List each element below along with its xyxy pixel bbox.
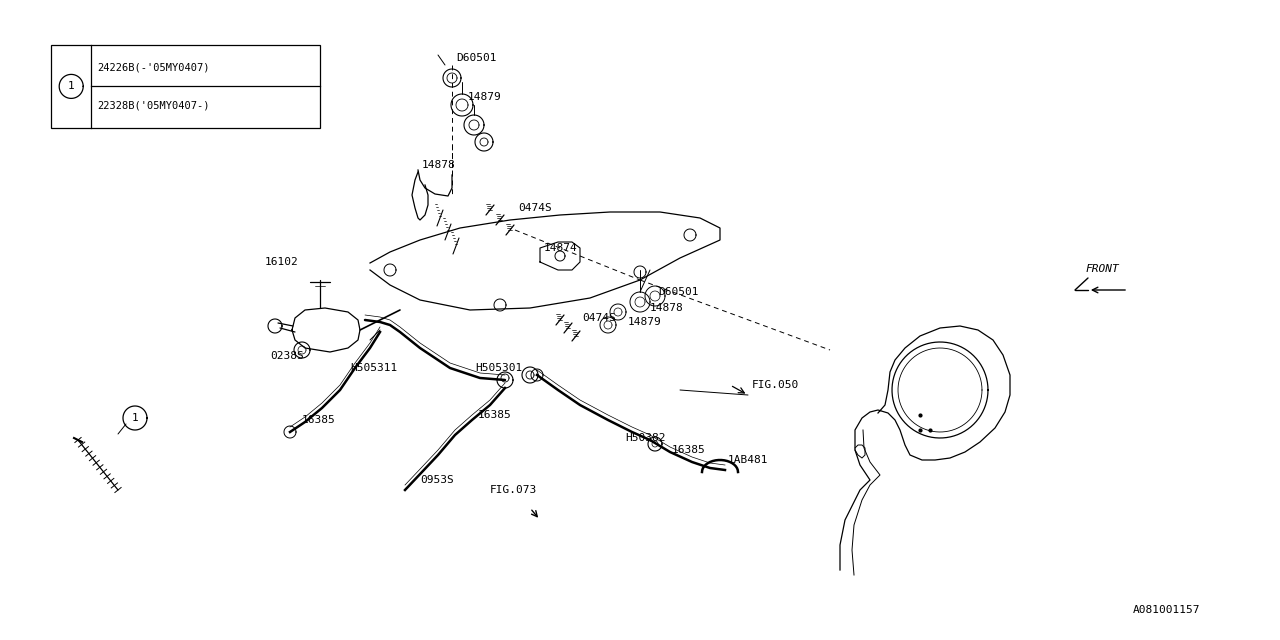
Text: 0474S: 0474S xyxy=(518,203,552,213)
Text: D60501: D60501 xyxy=(658,287,699,297)
Text: 0953S: 0953S xyxy=(420,475,453,485)
Text: 14874: 14874 xyxy=(544,243,577,253)
Text: H505311: H505311 xyxy=(349,363,397,373)
Text: FIG.050: FIG.050 xyxy=(753,380,799,390)
Text: 1: 1 xyxy=(68,81,74,92)
Text: H505301: H505301 xyxy=(475,363,522,373)
Text: 0474S: 0474S xyxy=(582,313,616,323)
Text: 16385: 16385 xyxy=(302,415,335,425)
Text: FRONT: FRONT xyxy=(1085,264,1119,274)
Text: A081001157: A081001157 xyxy=(1133,605,1201,615)
Text: 0238S: 0238S xyxy=(270,351,303,361)
Text: 1AB481: 1AB481 xyxy=(728,455,768,465)
Text: H50382: H50382 xyxy=(625,433,666,443)
Text: 16385: 16385 xyxy=(672,445,705,455)
Text: D60501: D60501 xyxy=(456,53,497,63)
Text: 22328B('05MY0407-): 22328B('05MY0407-) xyxy=(97,100,210,111)
Bar xyxy=(51,45,320,128)
Text: FIG.073: FIG.073 xyxy=(490,485,538,495)
Text: 14879: 14879 xyxy=(468,92,502,102)
Text: 1: 1 xyxy=(132,413,138,423)
Text: 14878: 14878 xyxy=(422,160,456,170)
Text: 14879: 14879 xyxy=(628,317,662,327)
Text: 24226B(-'05MY0407): 24226B(-'05MY0407) xyxy=(97,62,210,72)
Text: 14878: 14878 xyxy=(650,303,684,313)
Text: 16385: 16385 xyxy=(477,410,512,420)
Text: 16102: 16102 xyxy=(265,257,298,267)
